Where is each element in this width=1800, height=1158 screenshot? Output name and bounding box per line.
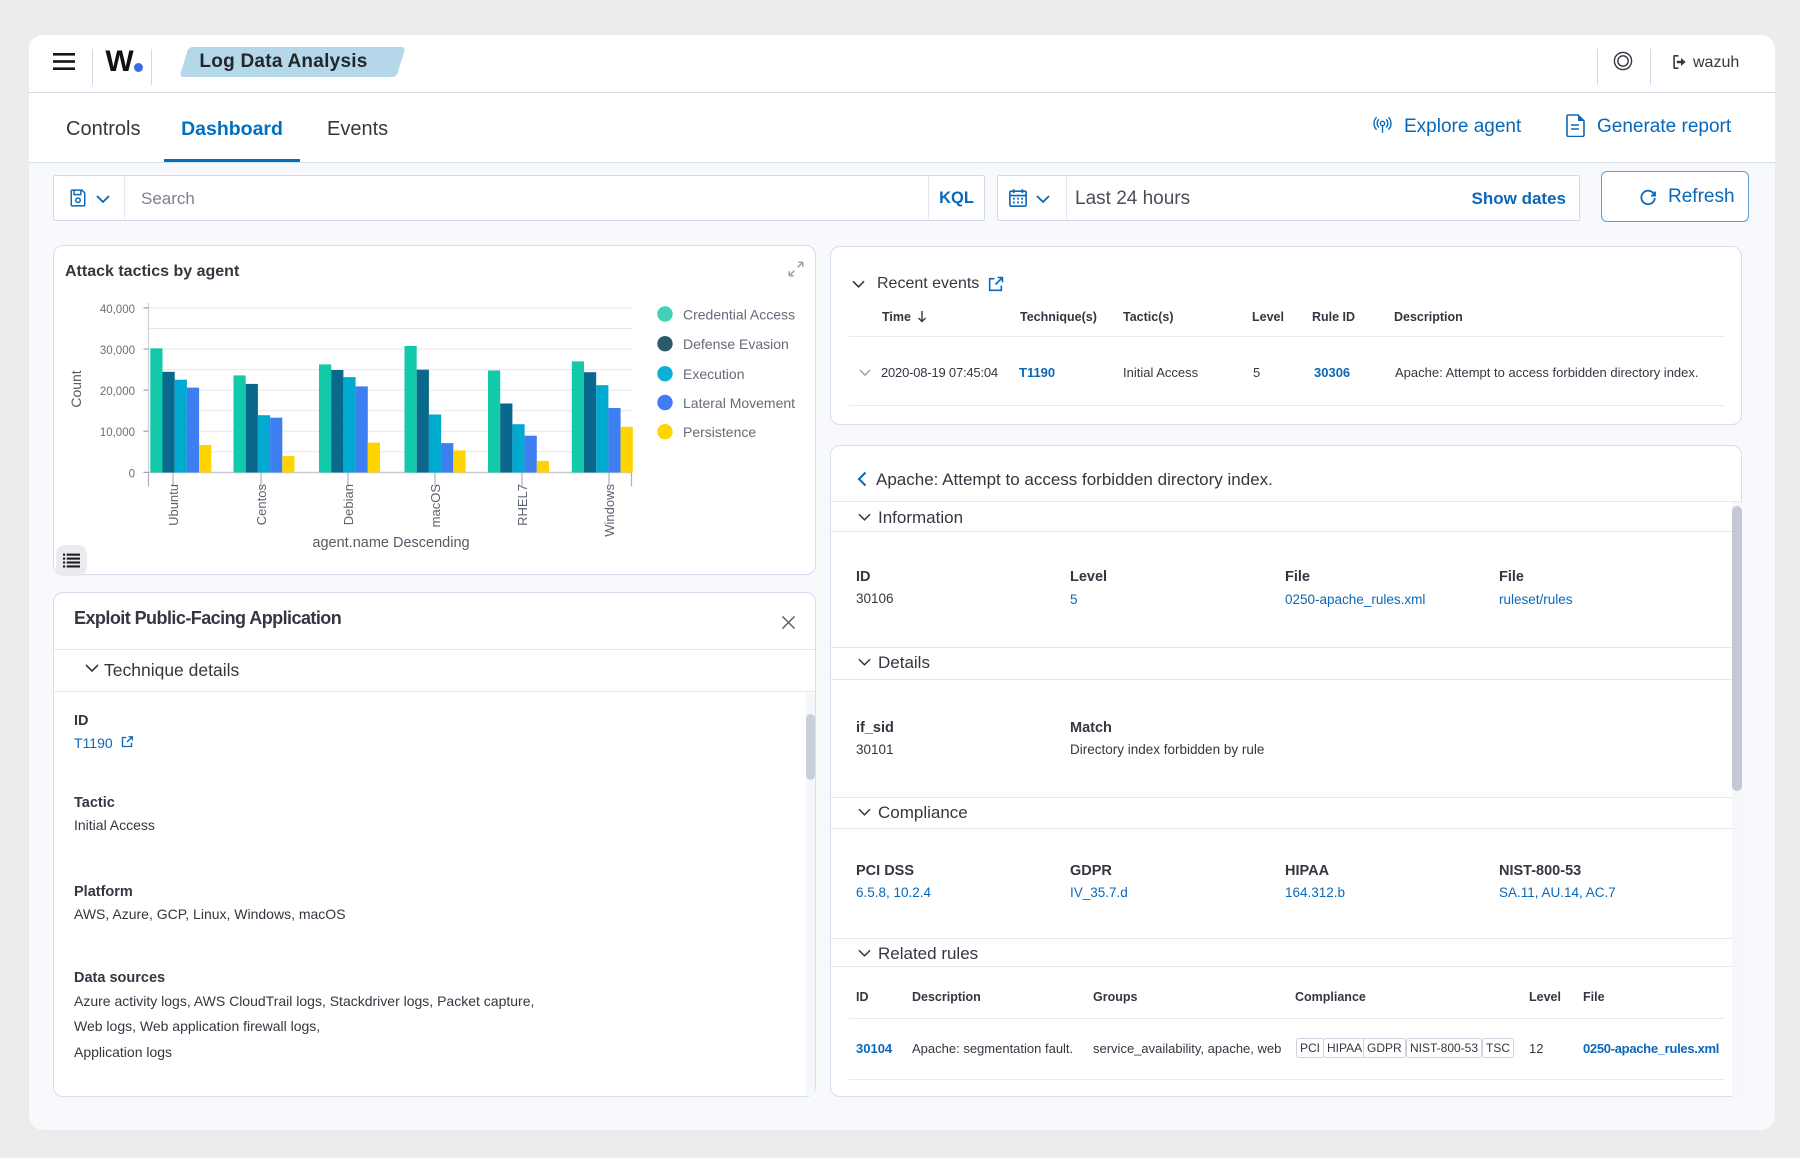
svg-text:macOS: macOS: [428, 484, 443, 528]
svg-text:Ubuntu: Ubuntu: [166, 484, 181, 526]
svg-text:30,000: 30,000: [100, 345, 135, 357]
svg-text:Lateral Movement: Lateral Movement: [683, 395, 795, 411]
svg-text:Debian: Debian: [341, 484, 356, 525]
svg-text:Windows: Windows: [602, 484, 617, 537]
svg-text:Count: Count: [68, 370, 84, 407]
svg-text:agent.name Descending: agent.name Descending: [312, 535, 469, 551]
svg-text:Execution: Execution: [683, 366, 744, 382]
svg-text:RHEL7: RHEL7: [515, 484, 530, 526]
svg-text:0: 0: [129, 468, 135, 480]
svg-text:Persistence: Persistence: [683, 424, 756, 440]
svg-text:Defense Evasion: Defense Evasion: [683, 336, 789, 352]
svg-text:20,000: 20,000: [100, 386, 135, 398]
svg-text:Centos: Centos: [254, 484, 269, 526]
svg-text:Credential Access: Credential Access: [683, 307, 795, 323]
svg-text:40,000: 40,000: [100, 304, 135, 316]
svg-text:10,000: 10,000: [100, 427, 135, 439]
